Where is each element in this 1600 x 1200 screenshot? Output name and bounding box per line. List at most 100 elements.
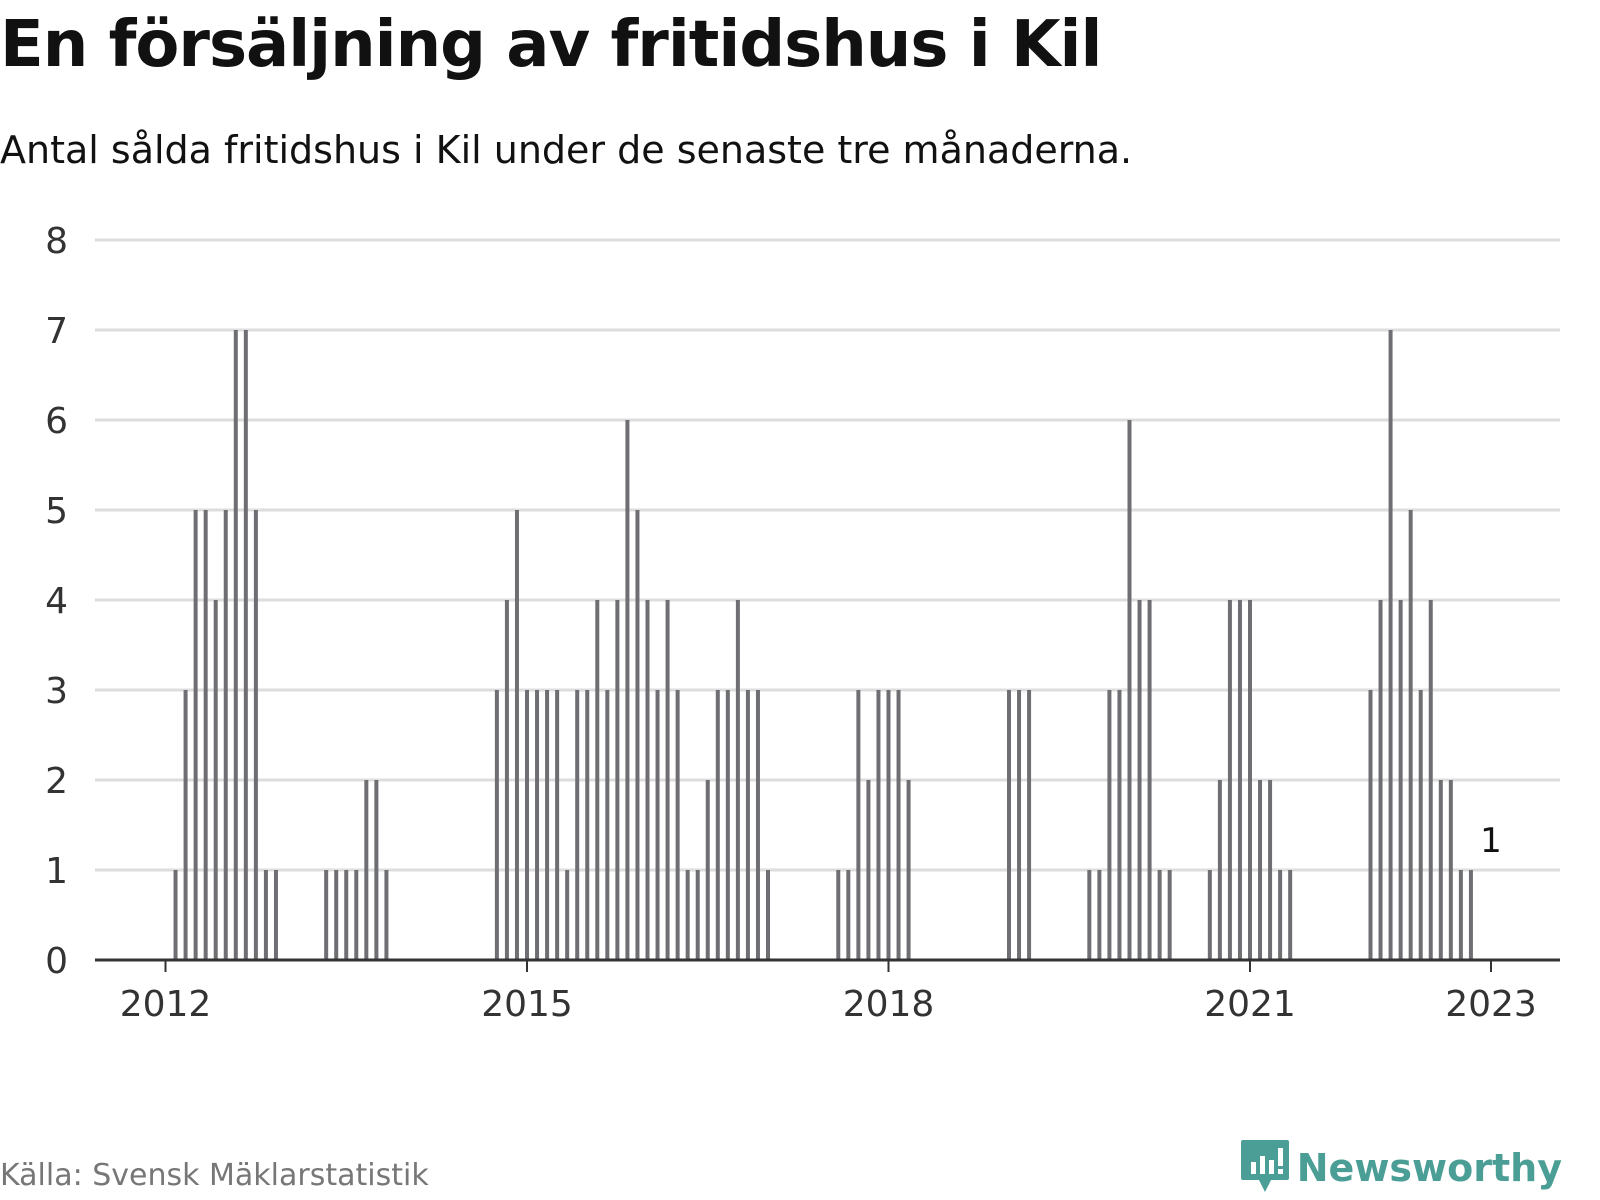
bar (906, 780, 911, 960)
bar (1368, 690, 1373, 960)
y-tick-label: 0 (45, 941, 68, 982)
y-tick-label: 6 (45, 401, 68, 442)
bar (263, 870, 268, 960)
bar (1398, 600, 1403, 960)
bar (1127, 420, 1132, 960)
bar (324, 870, 329, 960)
x-tick-label: 2018 (843, 984, 935, 1025)
bar (535, 690, 540, 960)
bar (1167, 870, 1172, 960)
bar (615, 600, 620, 960)
bar (253, 510, 258, 960)
bar (1388, 330, 1393, 960)
bar (755, 690, 760, 960)
newsworthy-logo-icon (1240, 1140, 1289, 1192)
bar (193, 510, 198, 960)
bar (494, 690, 499, 960)
bar (1288, 870, 1293, 960)
bar (1237, 600, 1242, 960)
bar (1428, 600, 1433, 960)
bar (585, 690, 590, 960)
x-tick-label: 2012 (120, 984, 212, 1025)
bar (334, 870, 339, 960)
data-label: 1 (1480, 821, 1502, 861)
bar (745, 690, 750, 960)
y-tick-label: 5 (45, 491, 68, 532)
y-tick-label: 1 (45, 851, 68, 892)
bar (1157, 870, 1162, 960)
bar (866, 780, 871, 960)
bar (605, 690, 610, 960)
data-labels: 1 (1478, 819, 1505, 864)
bar (384, 870, 389, 960)
bar (1117, 690, 1122, 960)
bar (1087, 870, 1092, 960)
source-note: Källa: Svensk Mäklarstatistik (0, 1158, 429, 1193)
y-tick-label: 7 (45, 311, 68, 352)
bar (595, 600, 600, 960)
bar (1007, 690, 1011, 960)
bar (504, 600, 509, 960)
bar (213, 600, 218, 960)
bar (645, 600, 650, 960)
brand-logo: Newsworthy (1239, 1138, 1562, 1198)
x-tick-label: 2015 (481, 984, 573, 1025)
bar (344, 870, 349, 960)
bar (1268, 780, 1273, 960)
bar (525, 690, 529, 960)
bars (173, 330, 1473, 960)
x-axis-ticks: 2012 2015 2018 2021 2023 (120, 960, 1537, 1025)
bar (1378, 600, 1383, 960)
x-tick-label: 2021 (1204, 984, 1296, 1025)
bar (364, 780, 369, 960)
bar (665, 600, 670, 960)
bar (625, 420, 630, 960)
gridlines (95, 238, 1560, 872)
bar (1258, 780, 1263, 960)
bar (555, 690, 560, 960)
bar (1278, 870, 1283, 960)
bar (1217, 780, 1222, 960)
bar (1017, 690, 1022, 960)
bar (273, 870, 278, 960)
bar (846, 870, 851, 960)
chart-title: En försäljning av fritidshus i Kil (0, 8, 1102, 82)
bar (1468, 870, 1473, 960)
bar (1448, 780, 1453, 960)
bar (886, 690, 891, 960)
brand-name: Newsworthy (1296, 1146, 1562, 1190)
bar (685, 870, 690, 960)
bar (705, 780, 710, 960)
bar (695, 870, 700, 960)
bar (1207, 870, 1212, 960)
bar (876, 690, 881, 960)
y-tick-label: 8 (45, 221, 68, 262)
bar (1107, 690, 1112, 960)
bar (735, 600, 740, 960)
bar (183, 690, 188, 960)
bar (1458, 870, 1463, 960)
bar (1438, 780, 1443, 960)
bar (1227, 600, 1232, 960)
bar (1097, 870, 1102, 960)
bar (896, 690, 901, 960)
bar (635, 510, 640, 960)
bar (565, 870, 570, 960)
y-tick-label: 4 (45, 581, 68, 622)
bar (836, 870, 841, 960)
bar (1418, 690, 1423, 960)
bar (1408, 510, 1413, 960)
bar (1248, 600, 1252, 960)
bar (655, 690, 660, 960)
bar (766, 870, 770, 960)
x-tick-label: 2023 (1445, 984, 1537, 1025)
y-axis-ticks: 0 1 2 3 4 5 6 7 8 (45, 221, 68, 982)
bar (575, 690, 580, 960)
chart-subtitle: Antal sålda fritidshus i Kil under de se… (0, 128, 1133, 172)
y-tick-label: 3 (45, 671, 68, 712)
bar (354, 870, 359, 960)
bar (243, 330, 248, 960)
bar (514, 510, 519, 960)
bar (173, 870, 178, 960)
